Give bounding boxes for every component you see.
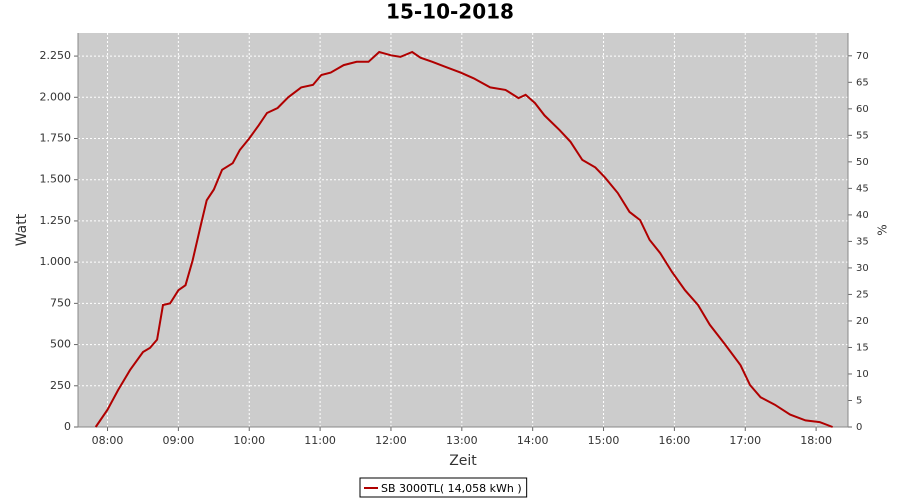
y-tick-label: 1.250 — [40, 214, 72, 227]
y2-tick-label: 30 — [856, 263, 869, 274]
y2-tick-label: 50 — [856, 157, 869, 168]
x-tick-label: 13:00 — [446, 434, 478, 447]
y2-tick-label: 35 — [856, 236, 869, 247]
y2-tick-label: 25 — [856, 289, 869, 300]
x-tick-label: 18:00 — [800, 434, 832, 447]
x-tick-label: 15:00 — [588, 434, 620, 447]
plot-area — [78, 33, 848, 427]
y-tick-label: 500 — [50, 338, 71, 351]
y2-tick-label: 65 — [856, 77, 869, 88]
data-line — [94, 50, 833, 428]
chart-title: 15-10-2018 — [386, 0, 514, 24]
y2-tick-label: 15 — [856, 342, 869, 353]
x-tick-label: 10:00 — [233, 434, 265, 447]
y-tick-label: 1.500 — [40, 173, 72, 186]
y2-tick-label: 55 — [856, 130, 869, 141]
legend-label: SB 3000TL( 14,058 kWh ) — [381, 482, 522, 495]
y-tick-label: 2.250 — [40, 49, 72, 62]
y-tick-label: 750 — [50, 296, 71, 309]
y2-tick-label: 40 — [856, 210, 869, 221]
x-tick-label: 14:00 — [517, 434, 549, 447]
y2-tick-label: 20 — [856, 316, 869, 327]
x-tick-label: 12:00 — [375, 434, 407, 447]
y-tick-label: 2.000 — [40, 90, 72, 103]
y2-tick-label: 5 — [856, 395, 862, 406]
y2-tick-label: 45 — [856, 183, 869, 194]
legend-box — [359, 477, 528, 498]
y2-tick-label: 70 — [856, 51, 869, 62]
y-tick-label: 1.750 — [40, 132, 72, 145]
y-axis-label: Watt — [14, 213, 30, 246]
y2-axis-label: % — [876, 224, 890, 235]
x-tick-label: 11:00 — [304, 434, 336, 447]
x-tick-label: 17:00 — [729, 434, 761, 447]
y-tick-label: 1.000 — [40, 255, 72, 268]
x-tick-label: 16:00 — [659, 434, 691, 447]
y-tick-label: 0 — [64, 420, 71, 433]
x-axis-label: Zeit — [449, 453, 477, 469]
x-tick-label: 09:00 — [163, 434, 195, 447]
x-tick-label: 08:00 — [92, 434, 124, 447]
y2-tick-label: 10 — [856, 369, 869, 380]
y2-tick-label: 60 — [856, 104, 869, 115]
y2-tick-label: 0 — [856, 422, 862, 433]
y-tick-label: 250 — [50, 379, 71, 392]
